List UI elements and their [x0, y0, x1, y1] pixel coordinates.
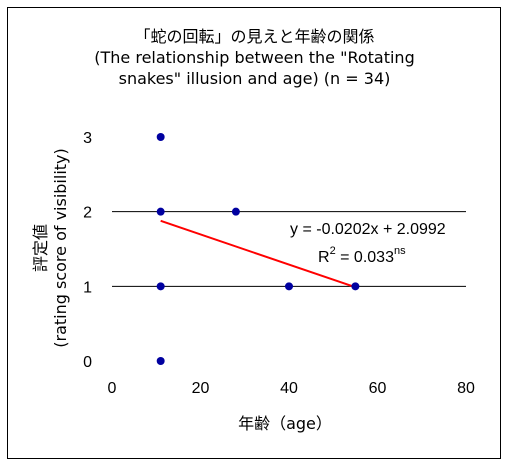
- x-tick-labels: 0 20 40 60 80: [108, 380, 475, 397]
- data-point: [231, 207, 240, 216]
- x-tick-label: 80: [457, 380, 475, 397]
- y-tick-label: 1: [83, 279, 92, 296]
- data-point: [156, 357, 165, 365]
- data-point: [351, 282, 360, 291]
- data-point: [156, 133, 165, 141]
- significance-note: ns: [394, 245, 406, 257]
- y-tick-label: 0: [83, 354, 92, 371]
- x-tick-label: 40: [280, 380, 298, 397]
- r-squared-prefix: R: [318, 249, 330, 266]
- data-point: [156, 207, 165, 216]
- chart-frame: [7, 7, 501, 459]
- y-tick-label: 3: [83, 130, 92, 147]
- data-point: [156, 282, 165, 291]
- x-tick-label: 60: [369, 380, 387, 397]
- x-tick-label: 20: [192, 380, 210, 397]
- trendline-equation: y = -0.0202x + 2.0992: [290, 221, 446, 238]
- data-points: [156, 133, 360, 365]
- chart-title-line-2: (The relationship between the "Rotating: [94, 48, 415, 67]
- y-axis-label-line-2: (rating score of visibility): [51, 148, 70, 347]
- trendline-group: [160, 219, 356, 289]
- y-tick-label: 2: [83, 205, 92, 222]
- y-tick-labels: 0 1 2 3: [83, 130, 92, 371]
- trendline: [160, 219, 356, 289]
- r-squared-value: = 0.033: [336, 249, 394, 266]
- data-point: [285, 282, 293, 291]
- chart-title-line-1: 「蛇の回転」の見えと年齢の関係: [134, 27, 375, 46]
- r-squared-label: R2 = 0.033ns: [318, 245, 406, 266]
- y-axis-label-line-1: 評定値: [31, 224, 50, 272]
- y-axis-label: 評定値 (rating score of visibility): [31, 148, 70, 347]
- x-tick-label: 0: [108, 380, 117, 397]
- chart-title: 「蛇の回転」の見えと年齢の関係 (The relationship betwee…: [0, 26, 509, 89]
- x-axis-label: 年齢（age）: [238, 414, 332, 433]
- chart-title-line-3: snakes" illusion and age) (n = 34): [118, 69, 391, 88]
- r-squared-superscript: 2: [330, 245, 336, 257]
